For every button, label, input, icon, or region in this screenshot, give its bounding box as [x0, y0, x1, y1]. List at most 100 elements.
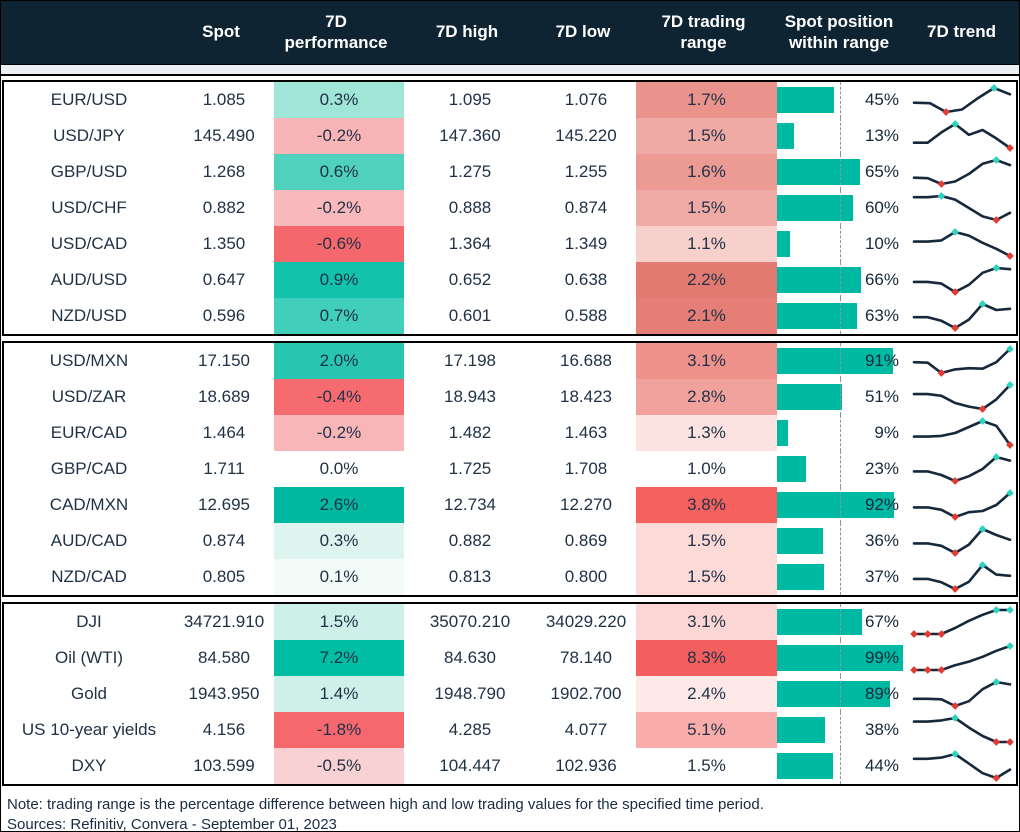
high-value: 1.725	[448, 459, 492, 478]
table-block: USD/MXN 17.150 2.0% 17.198 16.688 3.1% 9…	[2, 341, 1018, 597]
table-row: CAD/MXN 12.695 2.6% 12.734 12.270 3.8% 9…	[4, 487, 1016, 523]
position-bar-area	[777, 379, 904, 415]
high-value: 35070.210	[429, 612, 511, 631]
instrument-label: EUR/CAD	[50, 423, 128, 442]
position-label: 92%	[864, 495, 899, 514]
performance-cell: 2.0%	[274, 343, 404, 379]
spot-value: 17.150	[198, 351, 250, 370]
high-value: 12.734	[444, 495, 496, 514]
position-bar-area	[777, 748, 904, 784]
instrument-label: AUD/USD	[50, 270, 128, 289]
position-bar-area	[777, 118, 904, 154]
position-cell: 23%	[777, 451, 907, 487]
performance-cell: 2.6%	[274, 487, 404, 523]
instrument-label: US 10-year yields	[21, 720, 157, 739]
high-value: 1.364	[448, 234, 492, 253]
trend-sparkline	[907, 343, 1016, 379]
low-value: 1.076	[564, 90, 608, 109]
low-value: 1.708	[564, 459, 608, 478]
range-midpoint-line	[840, 262, 841, 298]
high-value: 104.447	[439, 756, 501, 775]
range-midpoint-line	[840, 154, 841, 190]
low-value: 0.800	[564, 567, 608, 586]
spot-value: 0.596	[202, 306, 246, 325]
position-bar	[777, 528, 823, 554]
note-text: Note: trading range is the percentage di…	[7, 796, 764, 813]
instrument-label: GBP/USD	[50, 162, 128, 181]
spot-value: 1.268	[202, 162, 246, 181]
table-row: US 10-year yields 4.156 -1.8% 4.285 4.07…	[4, 712, 1016, 748]
position-cell: 9%	[777, 415, 907, 451]
position-bar-area	[777, 154, 904, 190]
high-value: 0.652	[448, 270, 492, 289]
position-bar	[777, 231, 790, 257]
range-midpoint-line	[840, 343, 841, 379]
table-row: USD/ZAR 18.689 -0.4% 18.943 18.423 2.8% …	[4, 379, 1016, 415]
instrument-label: USD/CHF	[51, 198, 127, 217]
range-midpoint-line	[840, 226, 841, 262]
instrument-label: USD/JPY	[53, 126, 125, 145]
low-value: 1.255	[564, 162, 608, 181]
position-cell: 10%	[777, 226, 907, 262]
position-label: 99%	[864, 648, 899, 667]
trading-range-cell: 1.5%	[636, 190, 777, 226]
table-row: AUD/CAD 0.874 0.3% 0.882 0.869 1.5% 36%	[4, 523, 1016, 559]
position-cell: 99%	[777, 640, 907, 676]
position-label: 67%	[864, 612, 899, 631]
low-value: 78.140	[560, 648, 612, 667]
range-midpoint-line	[840, 118, 841, 154]
trading-range-cell: 2.2%	[636, 262, 777, 298]
header-7d-trend: 7D trend	[927, 22, 996, 42]
low-value: 0.874	[564, 198, 608, 217]
position-bar	[777, 420, 789, 446]
performance-cell: 0.1%	[274, 559, 404, 595]
trend-sparkline	[907, 523, 1016, 559]
instrument-label: EUR/USD	[50, 90, 128, 109]
position-bar	[777, 87, 835, 113]
header-7d-high: 7D high	[435, 22, 499, 42]
table-block: EUR/USD 1.085 0.3% 1.095 1.076 1.7% 45% …	[2, 80, 1018, 336]
footnotes: Note: trading range is the percentage di…	[1, 791, 1019, 832]
table-row: DXY 103.599 -0.5% 104.447 102.936 1.5% 4…	[4, 748, 1016, 784]
trading-range-cell: 2.1%	[636, 298, 777, 334]
position-bar-area	[777, 226, 904, 262]
range-midpoint-line	[840, 298, 841, 334]
trend-sparkline	[907, 487, 1016, 523]
performance-cell: -0.2%	[274, 190, 404, 226]
range-midpoint-line	[840, 640, 841, 676]
position-bar	[777, 492, 894, 518]
trend-sparkline	[907, 559, 1016, 595]
spot-value: 0.805	[202, 567, 246, 586]
low-value: 145.220	[555, 126, 617, 145]
trading-range-cell: 2.8%	[636, 379, 777, 415]
trend-sparkline	[907, 118, 1016, 154]
range-midpoint-line	[840, 523, 841, 559]
header-7d-low: 7D low	[555, 22, 611, 42]
position-label: 36%	[864, 531, 899, 550]
position-bar	[777, 717, 826, 743]
table-row: GBP/USD 1.268 0.6% 1.275 1.255 1.6% 65%	[4, 154, 1016, 190]
position-label: 65%	[864, 162, 899, 181]
position-bar	[777, 384, 842, 410]
trading-range-cell: 1.1%	[636, 226, 777, 262]
performance-cell: 0.3%	[274, 523, 404, 559]
position-bar	[777, 753, 833, 779]
sources-text: Sources: Refinitiv, Convera - September …	[7, 816, 337, 832]
performance-cell: -0.6%	[274, 226, 404, 262]
table-block: DJI 34721.910 1.5% 35070.210 34029.220 3…	[2, 602, 1018, 786]
trading-range-cell: 1.5%	[636, 118, 777, 154]
spot-value: 4.156	[202, 720, 246, 739]
position-label: 51%	[864, 387, 899, 406]
performance-cell: 0.7%	[274, 298, 404, 334]
trend-sparkline	[907, 82, 1016, 118]
position-label: 23%	[864, 459, 899, 478]
trading-range-cell: 3.1%	[636, 604, 777, 640]
trading-range-cell: 1.5%	[636, 748, 777, 784]
performance-cell: 7.2%	[274, 640, 404, 676]
instrument-label: USD/ZAR	[51, 387, 127, 406]
position-label: 38%	[864, 720, 899, 739]
position-cell: 44%	[777, 748, 907, 784]
position-label: 63%	[864, 306, 899, 325]
table-row: Gold 1943.950 1.4% 1948.790 1902.700 2.4…	[4, 676, 1016, 712]
spot-value: 84.580	[198, 648, 250, 667]
